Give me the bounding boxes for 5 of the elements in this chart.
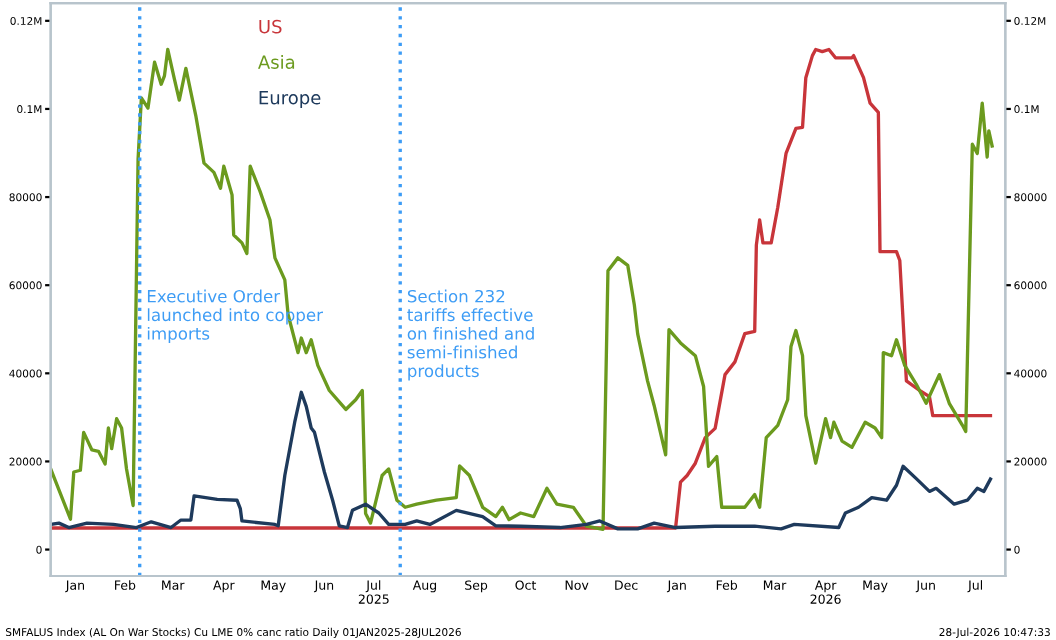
line-series [50, 390, 993, 531]
text: US [259, 19, 282, 34]
text: Europe [259, 91, 321, 108]
ref-line-label: Section 232 tariffs effective on finished and semi-finished products [407, 289, 534, 381]
text: Asia [258, 54, 295, 69]
